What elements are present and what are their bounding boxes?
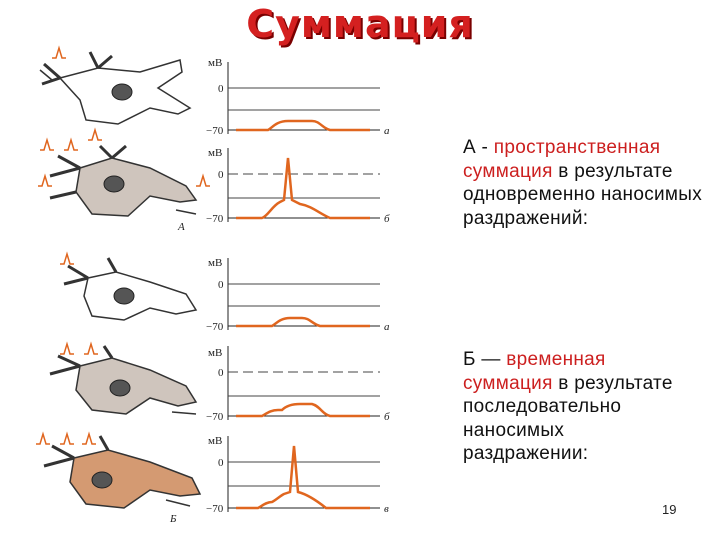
- zero-label: 0: [218, 367, 224, 379]
- unit-label: мВ: [208, 147, 222, 159]
- neuron-4: [49, 341, 198, 415]
- text-rest: в результате одновременно наносимых разд…: [463, 160, 703, 229]
- zero-label: 0: [218, 83, 224, 95]
- potential-trace: [236, 119, 370, 132]
- page-number: 19: [662, 502, 677, 517]
- spatial-summation-text: А - пространственная суммация в результа…: [463, 136, 719, 230]
- rest-label: −70: [206, 411, 224, 423]
- potential-trace: [236, 402, 370, 418]
- recording-1: мВ 0 −70 а: [206, 57, 390, 137]
- text-rest: в результате последовательно наносимых р…: [463, 372, 673, 465]
- recording-4: мВ 0 −70 б: [206, 346, 390, 423]
- neuron-3: [60, 251, 198, 321]
- unit-label: мВ: [208, 257, 222, 269]
- neuron-1: [39, 45, 192, 125]
- unit-label: мВ: [208, 347, 222, 359]
- row-label: а: [384, 125, 390, 137]
- slide-title: Суммация: [246, 2, 474, 46]
- rest-label: −70: [206, 125, 224, 137]
- rest-label: −70: [206, 503, 224, 515]
- recording-3: мВ 0 −70 а: [206, 257, 390, 333]
- zero-label: 0: [218, 279, 224, 291]
- recording-2: мВ 0 −70 б: [206, 147, 390, 225]
- temporal-summation-term: временная суммация: [463, 349, 606, 394]
- potential-trace: [236, 445, 370, 510]
- spatial-summation-term: пространственная суммация: [463, 137, 661, 182]
- text-prefix: Б —: [463, 349, 507, 370]
- neuron-5: [36, 431, 202, 509]
- text-prefix: А -: [463, 137, 494, 158]
- row-label: б: [384, 213, 390, 225]
- row-label: б: [384, 411, 390, 423]
- neuron-2: [38, 127, 210, 217]
- potential-trace: [236, 316, 370, 328]
- recording-5: мВ 0 −70 в: [206, 435, 389, 515]
- temporal-summation-text: Б — временная суммация в результате посл…: [463, 348, 678, 466]
- potential-trace: [236, 157, 370, 220]
- unit-label: мВ: [208, 57, 222, 69]
- rest-label: −70: [206, 213, 224, 225]
- panel-b-label: Б: [169, 513, 177, 525]
- row-label: в: [384, 503, 389, 515]
- unit-label: мВ: [208, 435, 222, 447]
- rest-label: −70: [206, 321, 224, 333]
- panel-a-label: А: [177, 221, 185, 233]
- zero-label: 0: [218, 169, 224, 181]
- row-label: а: [384, 321, 390, 333]
- zero-label: 0: [218, 457, 224, 469]
